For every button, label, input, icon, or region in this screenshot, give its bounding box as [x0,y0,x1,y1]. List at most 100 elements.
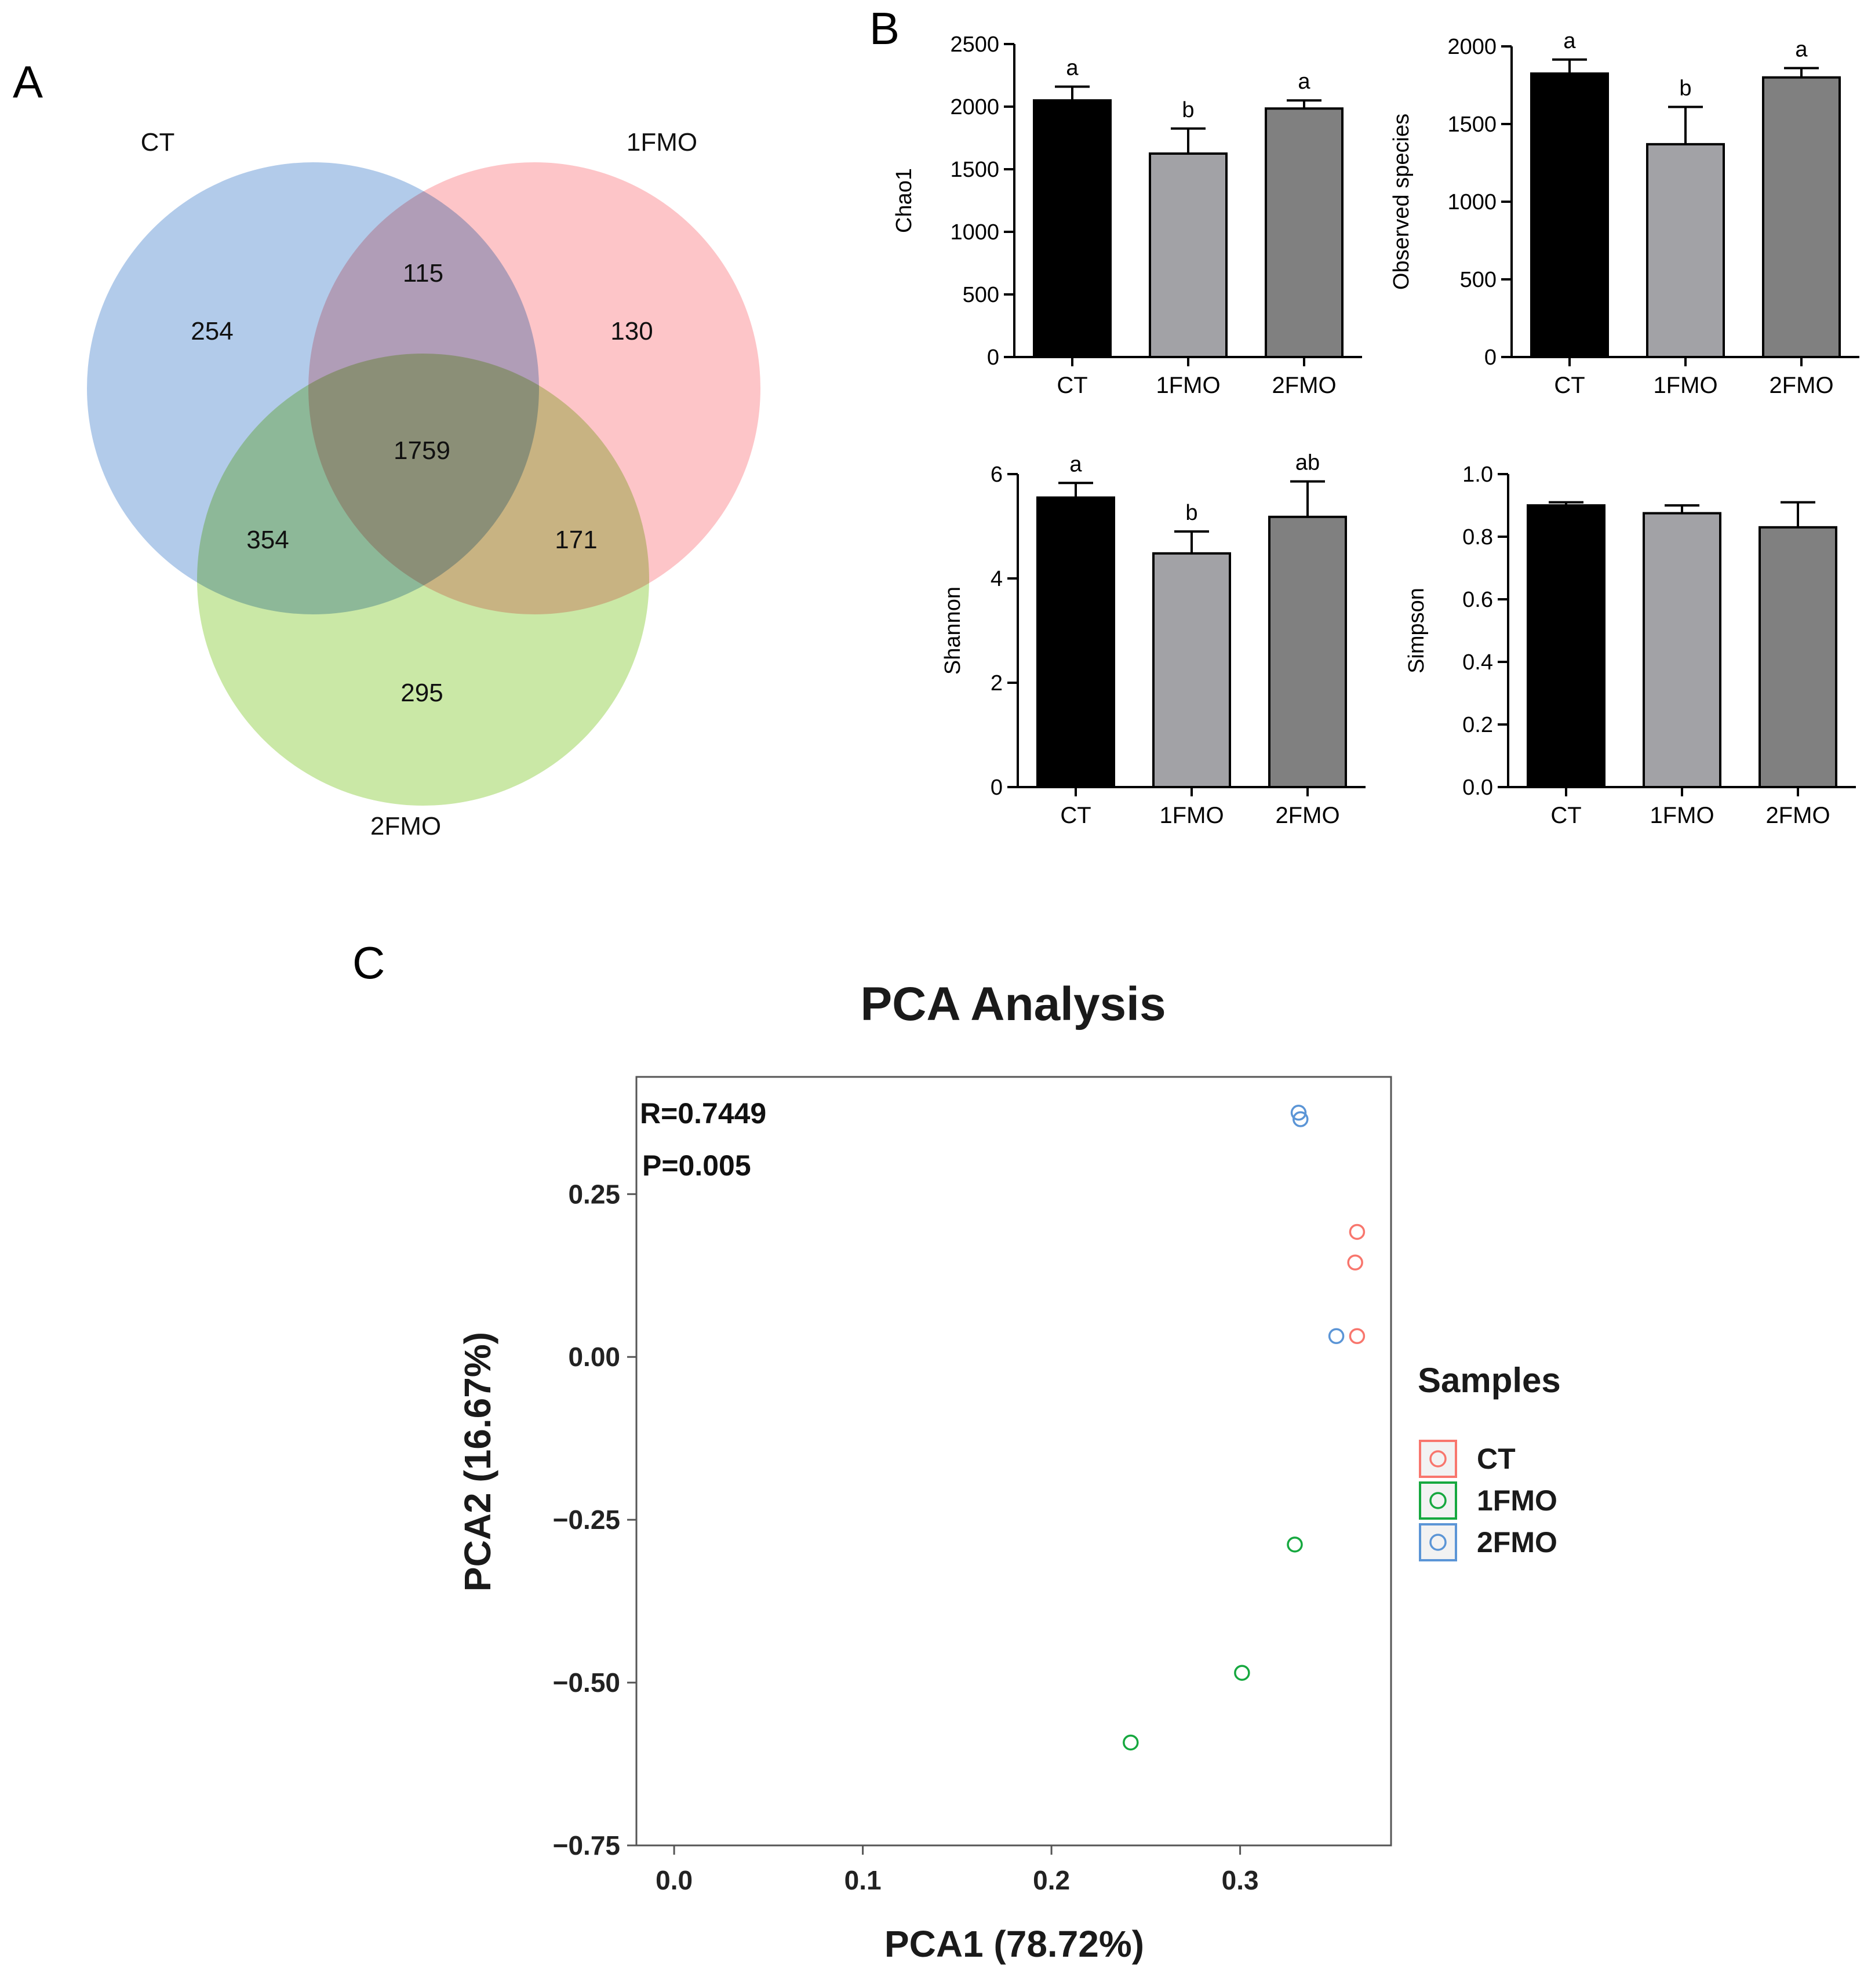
pca-point-1fmo [1234,1665,1250,1681]
panel-label-c: C [352,937,385,988]
bar-significance-letter: a [1298,70,1310,94]
pca-x-tick-label: 0.3 [1222,1865,1259,1895]
venn-label-1fmo: 1FMO [627,128,697,156]
bar-category-label: CT [1550,803,1581,828]
bar-category-label: 2FMO [1769,373,1833,398]
bar-2fmo [1265,107,1344,359]
venn-label-ct: CT [141,128,175,156]
bar-y-tick-label: 2 [991,671,1003,696]
bar-significance-letter: b [1679,77,1691,101]
panel-label-b: B [869,3,900,54]
bar-2fmo [1268,515,1347,788]
panel-label-a: A [13,56,43,107]
venn-count-2fmo-only: 295 [401,679,443,707]
bar-y-tick-label: 1.0 [1462,463,1493,487]
legend-key-2fmo [1419,1523,1457,1561]
bar-ct [1530,72,1609,359]
bar-2fmo [1759,526,1837,788]
bar-y-tick-label: 500 [1460,268,1497,292]
bar-y-tick-label: 0 [991,775,1003,800]
bar-y-tick-label: 2000 [950,95,999,119]
bar-y-tick-label: 0.8 [1462,525,1493,549]
venn-count-ct-2fmo: 354 [246,526,289,554]
bar-y-tick-label: 1500 [1447,112,1497,137]
pca-point-2fmo [1290,1105,1307,1121]
venn-count-1fmo-2fmo: 171 [555,526,597,554]
pca-y-tick-label: −0.75 [553,1830,620,1860]
bar-y-tick-label: 0.0 [1462,775,1493,800]
venn-count-all: 1759 [394,436,450,465]
bar-y-tick-label: 500 [963,283,999,307]
venn-circles [87,162,760,806]
bar-significance-letter: b [1185,501,1197,525]
bar-ct [1036,496,1115,788]
bar-1fmo [1149,152,1228,358]
bar-y-tick-label: 0.4 [1462,650,1493,675]
venn-circle-2fmo [197,354,649,806]
pca-point-2fmo [1328,1328,1345,1344]
bar-category-label: 1FMO [1156,373,1220,398]
bar-y-tick-label: 4 [991,567,1003,591]
pca-panel: PCA Analysis R=0.7449 P=0.005 0.0 0.1 0.2 0… [457,978,1561,1965]
pca-point-1fmo [1287,1536,1303,1553]
bar-category-label: CT [1057,373,1087,398]
bar-category-label: CT [1554,373,1585,398]
legend-label-1fmo: 1FMO [1477,1484,1557,1517]
pca-y-tick-label: −0.25 [553,1505,620,1535]
bar-significance-letter: b [1182,98,1194,122]
bar-significance-letter: a [1563,29,1576,53]
venn-panel: A CT 1FMO 2FMO 254 130 295 115 354 171 1… [13,56,760,840]
bar-category-label: 1FMO [1653,373,1717,398]
legend-label-ct: CT [1477,1443,1516,1475]
pca-y-tick-label: 0.25 [568,1179,620,1209]
bar-2fmo [1762,76,1841,358]
legend-marker-1fmo [1429,1492,1447,1509]
bar-y-tick-label: 1000 [950,220,999,245]
pca-point-2fmo [1293,1111,1309,1127]
pca-y-tick-label: −0.50 [553,1667,620,1698]
bar-y-tick-label: 2000 [1447,35,1497,59]
alpha-diversity-bar-charts: 0 500 1000 1500 2000 2500 a CT b 1FMO a 2FMO Chao1 0 5… [892,29,1859,828]
pca-x-axis-label: PCA1 (78.72%) [884,1923,1144,1965]
bar-significance-letter: a [1069,452,1082,476]
pca-point-ct [1347,1254,1363,1271]
bar-1fmo [1646,143,1725,358]
bar-y-tick-label: 0 [1484,345,1497,370]
pca-y-tick-label: 0.00 [568,1342,620,1372]
legend-marker-2fmo [1429,1534,1447,1551]
bar-1fmo [1643,512,1721,788]
bar-1fmo [1152,552,1231,788]
bar-y-tick-label: 0 [987,345,999,370]
bar-category-label: 1FMO [1159,803,1224,828]
pca-legend-items: CT 1FMO 2FMO [1419,1440,1557,1561]
bar-category-label: CT [1060,803,1091,828]
pca-point-1fmo [1123,1734,1139,1751]
bar-y-axis-label: Simpson [1404,588,1429,673]
bar-y-tick-label: 0.6 [1462,588,1493,612]
pca-x-tick-label: 0.1 [844,1865,882,1895]
bar-y-tick-label: 1500 [950,158,999,182]
pca-axes: 0.0 0.1 0.2 0.3 0.25 0.00 −0.25 −0.50 −0.75 [553,1179,1259,1895]
bar-y-tick-label: 2500 [950,32,999,57]
bar-y-tick-label: 1000 [1447,190,1497,214]
bar-y-tick-label: 0.2 [1462,713,1493,737]
bar-chart-simpson: 0.0 0.2 0.4 0.6 0.8 1.0 CT 1FMO 2FMO Simpson [1404,463,1856,828]
pca-x-tick-label: 0.0 [656,1865,693,1895]
bar-significance-letter: a [1795,38,1808,62]
pca-annotation-r: R=0.7449 [640,1097,766,1130]
venn-label-2fmo: 2FMO [370,812,441,840]
bar-chart-chao1: 0 500 1000 1500 2000 2500 a CT b 1FMO a 2FMO Chao1 [892,32,1362,398]
venn-count-ct-1fmo: 115 [403,259,443,287]
bar-y-axis-label: Chao1 [892,168,916,233]
legend-marker-ct [1429,1450,1447,1468]
bar-y-axis-label: Shannon [941,587,965,675]
bar-category-label: 2FMO [1275,803,1339,828]
bar-category-label: 2FMO [1272,373,1336,398]
bar-ct [1033,99,1112,358]
pca-plot-frame [635,1076,1392,1847]
pca-title: PCA Analysis [860,978,1166,1031]
bar-significance-letter: a [1066,56,1079,80]
bar-ct [1527,504,1605,788]
bar-category-label: 2FMO [1765,803,1830,828]
